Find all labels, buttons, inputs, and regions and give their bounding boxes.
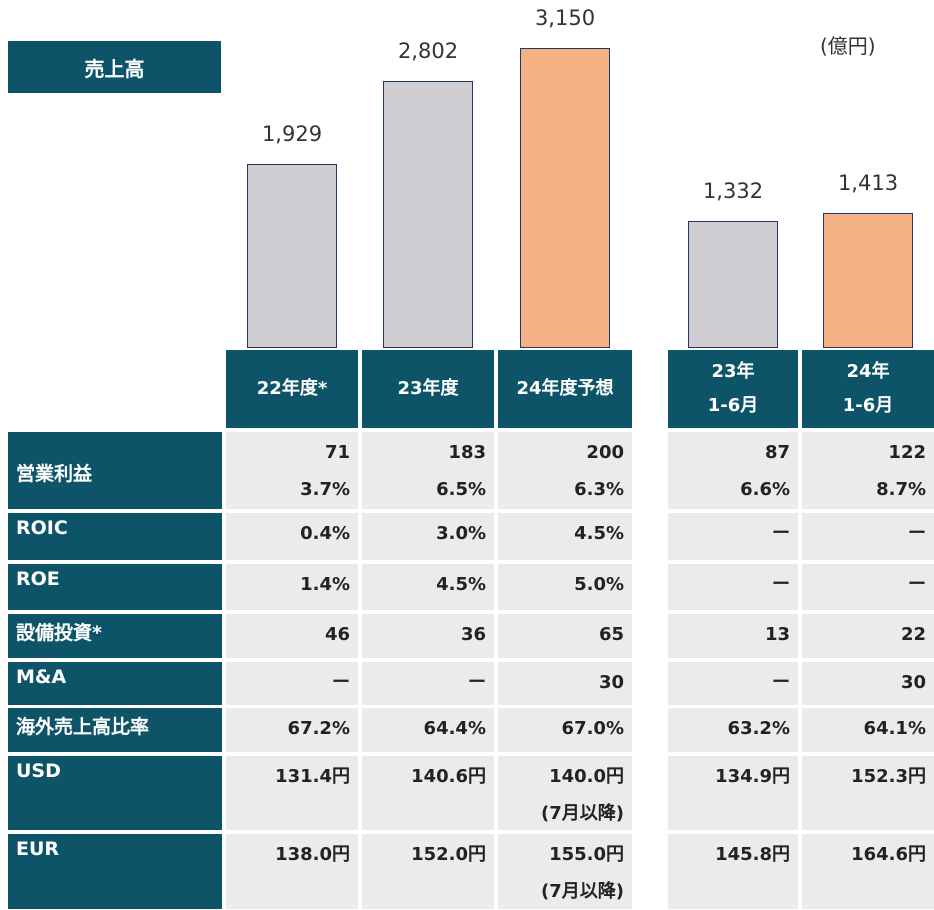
table-cell: 183 6.5% xyxy=(362,432,494,509)
table-cell: 131.4円 xyxy=(226,756,358,830)
table-cell: 36 xyxy=(362,614,494,658)
table-cell: 64.4% xyxy=(362,708,494,752)
table-cell: 155.0円 (7月以降) xyxy=(498,834,632,909)
column-header: 23年度 xyxy=(362,350,494,428)
bar xyxy=(823,213,913,348)
table-cell: 4.5% xyxy=(362,564,494,610)
table-cell: 0.4% xyxy=(226,513,358,560)
value-label: 1,929 xyxy=(261,122,323,147)
table-cell: 152.0円 xyxy=(362,834,494,909)
row-label: 営業利益 xyxy=(8,432,222,509)
table-cell: 13 xyxy=(668,614,798,658)
table-cell: 63.2% xyxy=(668,708,798,752)
value-label: 1,413 xyxy=(837,171,899,196)
bar xyxy=(688,221,778,348)
chart-title: 売上高 xyxy=(8,41,221,93)
column-header: 24年 1-6月 xyxy=(802,350,934,428)
table-cell: 4.5% xyxy=(498,513,632,560)
table-cell: 30 xyxy=(802,662,934,705)
row-label: ROE xyxy=(8,564,222,610)
table-cell: ー xyxy=(802,513,934,560)
table-cell: 65 xyxy=(498,614,632,658)
bar xyxy=(247,164,337,348)
column-header: 23年 1-6月 xyxy=(668,350,798,428)
table-cell: 138.0円 xyxy=(226,834,358,909)
table-cell: 71 3.7% xyxy=(226,432,358,509)
table-cell: 67.2% xyxy=(226,708,358,752)
table-cell: 64.1% xyxy=(802,708,934,752)
table-cell: 140.6円 xyxy=(362,756,494,830)
table-cell: 1.4% xyxy=(226,564,358,610)
table-cell: ー xyxy=(668,564,798,610)
table-cell: 67.0% xyxy=(498,708,632,752)
column-header: 22年度* xyxy=(226,350,358,428)
value-label: 2,802 xyxy=(397,39,459,64)
row-label: EUR xyxy=(8,834,222,909)
table-cell: 145.8円 xyxy=(668,834,798,909)
table-cell: 200 6.3% xyxy=(498,432,632,509)
table-cell: 5.0% xyxy=(498,564,632,610)
table-cell: 164.6円 xyxy=(802,834,934,909)
value-label: 3,150 xyxy=(534,6,596,30)
table-cell: 30 xyxy=(498,662,632,705)
row-label: ROIC xyxy=(8,513,222,560)
table-cell: ー xyxy=(802,564,934,610)
unit-label: (億円) xyxy=(820,34,876,58)
row-label: 海外売上高比率 xyxy=(8,708,222,752)
value-label: 1,332 xyxy=(702,179,764,204)
bar xyxy=(520,48,610,348)
table-cell: 140.0円 (7月以降) xyxy=(498,756,632,830)
table-cell: ー xyxy=(226,662,358,705)
table-cell: ー xyxy=(668,513,798,560)
table-cell: ー xyxy=(362,662,494,705)
table-cell: 46 xyxy=(226,614,358,658)
column-header: 24年度予想 xyxy=(498,350,632,428)
row-label: USD xyxy=(8,756,222,830)
table-cell: ー xyxy=(668,662,798,705)
table-cell: 87 6.6% xyxy=(668,432,798,509)
table-cell: 3.0% xyxy=(362,513,494,560)
table-cell: 22 xyxy=(802,614,934,658)
row-label: 設備投資* xyxy=(8,614,222,658)
table-cell: 134.9円 xyxy=(668,756,798,830)
bar xyxy=(383,81,473,348)
table-cell: 152.3円 xyxy=(802,756,934,830)
table-cell: 122 8.7% xyxy=(802,432,934,509)
row-label: M&A xyxy=(8,662,222,705)
